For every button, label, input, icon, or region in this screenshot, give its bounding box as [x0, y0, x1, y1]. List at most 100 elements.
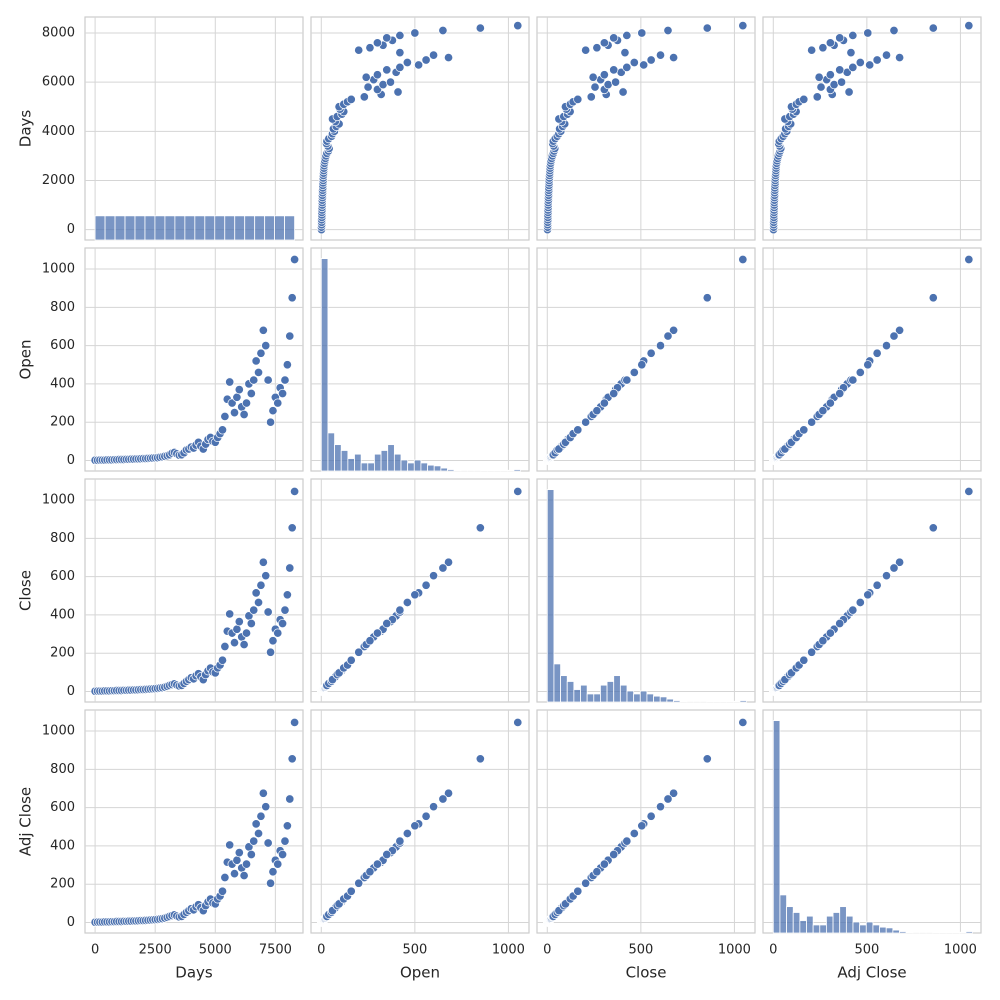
hist-bar: [606, 681, 615, 703]
hist-bar: [154, 215, 166, 241]
panel-frame: [84, 478, 304, 703]
hist-bar: [832, 912, 841, 934]
point: [346, 886, 356, 896]
point: [609, 33, 619, 43]
point: [220, 872, 230, 883]
x-tick-label: 1000: [492, 943, 525, 958]
hist-bar: [407, 462, 415, 472]
hist-bar: [826, 915, 834, 934]
hist-bar: [380, 450, 389, 472]
point: [581, 417, 591, 427]
point: [229, 408, 240, 418]
point: [361, 72, 371, 82]
hist-bar: [413, 459, 422, 472]
point: [814, 72, 824, 82]
hist-bar: [965, 931, 973, 934]
point: [273, 398, 283, 408]
point: [848, 62, 858, 72]
point: [889, 563, 899, 573]
hist-bar: [440, 467, 448, 472]
point: [278, 618, 288, 629]
point: [599, 859, 609, 869]
hist-bar: [204, 215, 216, 241]
point: [872, 55, 882, 65]
point: [599, 38, 609, 48]
point: [655, 802, 666, 812]
point: [385, 77, 396, 87]
point: [241, 628, 252, 638]
point: [429, 571, 439, 581]
point: [964, 486, 974, 496]
point: [964, 21, 974, 31]
point: [622, 375, 632, 385]
point: [438, 563, 448, 573]
point: [807, 45, 817, 55]
point: [646, 811, 656, 821]
point: [225, 609, 235, 619]
point: [421, 580, 431, 590]
panel: [84, 16, 304, 241]
hist-bar: [367, 462, 375, 472]
point: [261, 571, 271, 581]
hist-bar: [586, 693, 595, 703]
x-axis-label: Adj Close: [837, 964, 906, 982]
point: [807, 417, 817, 427]
hist-bar: [214, 215, 226, 241]
point: [663, 331, 673, 341]
hist-bar: [144, 215, 156, 241]
panel: [310, 478, 530, 703]
point: [573, 886, 583, 896]
point: [622, 836, 632, 846]
point: [251, 356, 261, 366]
hist-bar: [932, 931, 940, 934]
point: [382, 849, 392, 860]
point: [290, 717, 300, 727]
hist-bar: [799, 920, 807, 934]
point: [881, 50, 892, 60]
point: [382, 33, 392, 43]
point: [835, 33, 845, 43]
point: [581, 45, 591, 55]
panel: [536, 478, 756, 703]
panel-frame: [762, 709, 982, 934]
y-tick-label: 6000: [42, 75, 75, 90]
x-tick-label: 1000: [944, 943, 977, 958]
hist-bar: [224, 215, 236, 241]
point: [872, 580, 882, 590]
point: [829, 80, 839, 90]
hist-bar: [400, 459, 409, 472]
point: [799, 94, 809, 104]
hist-bar: [593, 693, 601, 703]
point: [863, 590, 873, 600]
hist-bar: [779, 894, 787, 934]
point: [280, 836, 290, 846]
point: [234, 617, 244, 627]
panel-frame: [536, 478, 756, 703]
point: [229, 638, 240, 648]
hist-bar: [347, 458, 355, 472]
point: [395, 30, 405, 40]
point: [263, 838, 273, 848]
hist-bar: [447, 469, 455, 472]
point: [855, 597, 865, 608]
point: [622, 62, 632, 72]
point: [818, 43, 828, 53]
point: [241, 859, 252, 869]
hist-bar: [327, 432, 335, 472]
hist-bar: [486, 469, 495, 472]
hist-bar: [194, 215, 206, 241]
point: [410, 590, 420, 600]
y-axis-label: Open: [17, 339, 35, 379]
point: [738, 21, 748, 31]
point: [225, 377, 235, 387]
point: [702, 754, 712, 764]
panel: [762, 16, 982, 241]
hist-bar: [493, 469, 502, 472]
point: [443, 788, 454, 798]
hist-bar: [952, 931, 960, 934]
point: [889, 331, 899, 341]
x-tick-label: 0: [543, 943, 551, 958]
point: [590, 82, 600, 92]
y-tick-label: 200: [50, 877, 75, 892]
point: [273, 859, 283, 869]
